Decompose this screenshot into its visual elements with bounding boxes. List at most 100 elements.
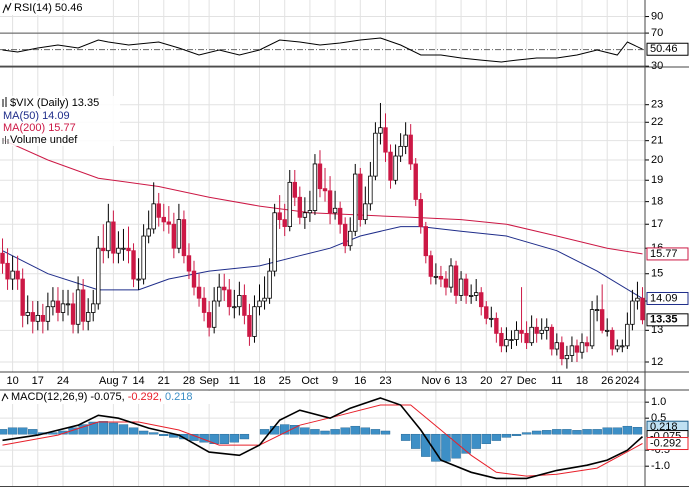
candle-body <box>479 292 484 308</box>
candle-body <box>156 203 161 218</box>
candle-body <box>539 329 544 334</box>
histogram-bar <box>98 421 109 435</box>
candle-body <box>151 203 156 230</box>
candle-body <box>564 355 570 360</box>
candle-body <box>524 332 529 344</box>
x-tick-label: 18 <box>576 375 588 387</box>
y-tick-label: 90 <box>651 10 663 22</box>
candle-body <box>267 270 272 299</box>
legend-part: $VIX (Daily) <box>10 97 69 109</box>
candle-body <box>428 255 434 277</box>
legend: Volume undef <box>10 134 78 146</box>
histogram-bar <box>370 429 381 435</box>
legend-part: -0.075 <box>90 391 121 403</box>
x-tick-label: 10 <box>6 375 18 387</box>
candle-body <box>514 329 519 340</box>
legend-icon <box>2 136 9 144</box>
histogram-bar <box>17 427 28 435</box>
x-tick-label: 21 <box>158 375 170 387</box>
candle-body <box>272 212 277 272</box>
histogram-bar <box>159 433 169 436</box>
histogram-bar <box>451 433 461 459</box>
y-tick-label: -1.0 <box>651 460 670 472</box>
candle-body <box>25 312 30 316</box>
candle-body <box>106 221 111 252</box>
candle-body <box>10 270 15 280</box>
histogram-bar <box>0 429 8 435</box>
x-tick-label: Oct <box>301 375 318 387</box>
histogram-bar <box>552 429 562 435</box>
candle-body <box>75 289 81 325</box>
candle-body <box>373 132 378 177</box>
candle-body <box>388 151 393 181</box>
y-tick-label: 23 <box>651 99 663 111</box>
candle-body <box>368 175 373 205</box>
candle-body <box>282 219 287 227</box>
legend-part: Volume undef <box>10 134 78 146</box>
histogram-bar <box>360 427 371 435</box>
candle-body <box>146 228 151 237</box>
candle-body <box>80 289 86 322</box>
candle-body <box>574 345 580 353</box>
candle-body <box>136 278 141 281</box>
candle-body <box>408 134 413 165</box>
candle-body <box>418 199 423 227</box>
legend-part: 14.09 <box>42 110 70 122</box>
candle-body <box>332 207 338 214</box>
candle-body <box>111 221 116 254</box>
candle-body <box>45 306 51 322</box>
histogram-bar <box>280 424 290 435</box>
candle-body <box>302 212 308 218</box>
y-tick-label: 12 <box>651 356 663 368</box>
candle-body <box>196 286 202 299</box>
x-tick-label: 28 <box>183 375 195 387</box>
candle-body <box>30 312 35 322</box>
x-tick-label: 14 <box>132 375 144 387</box>
histogram-bar <box>602 427 612 435</box>
histogram-bar <box>310 429 320 435</box>
histogram-bar <box>481 433 491 444</box>
candle-body <box>181 219 187 257</box>
candle-body <box>201 297 207 313</box>
candle-body <box>191 270 197 288</box>
legend-part: MACD(12,26,9) <box>11 391 87 403</box>
legend-part: RSI(14) <box>14 2 52 14</box>
histogram-bar <box>511 433 522 436</box>
candle-body <box>620 345 625 348</box>
candle-body <box>232 306 237 309</box>
candle-body <box>358 173 363 221</box>
legend-part: 13.35 <box>72 97 100 109</box>
histogram-bar <box>128 427 139 435</box>
candle-body <box>519 329 524 334</box>
candle-body <box>353 173 358 232</box>
y-tick-label: 19 <box>651 174 663 186</box>
histogram-bar <box>592 429 602 435</box>
histogram-bar <box>179 433 189 440</box>
candle-body <box>227 289 232 308</box>
candle-body <box>65 303 71 306</box>
legend-part: 50.46 <box>55 2 83 14</box>
candle-body <box>458 278 464 296</box>
candle-body <box>589 309 595 347</box>
candle-body <box>448 265 454 288</box>
candle-body <box>594 309 600 311</box>
legend: MACD(12,26,9) -0.075, -0.292, 0.218 <box>11 391 192 403</box>
candle-body <box>468 295 474 297</box>
histogram-bar <box>632 426 643 435</box>
histogram-bar <box>48 432 58 435</box>
x-tick-label: 11 <box>551 375 562 387</box>
candle-body <box>85 312 91 322</box>
candle-body <box>453 265 459 296</box>
candle-body <box>610 329 615 350</box>
y-tick-label: 18 <box>651 196 663 208</box>
candle-body <box>615 345 620 350</box>
candle-body <box>443 278 449 288</box>
candle-body <box>176 219 182 249</box>
legend-separator: , <box>122 391 125 403</box>
candle-body <box>559 342 565 360</box>
x-tick-label: Nov 6 <box>422 375 451 387</box>
y-tick-label: 17 <box>651 218 663 230</box>
y-tick-label: 1.0 <box>651 396 666 408</box>
candle-body <box>584 342 590 347</box>
histogram-bar <box>58 430 68 435</box>
